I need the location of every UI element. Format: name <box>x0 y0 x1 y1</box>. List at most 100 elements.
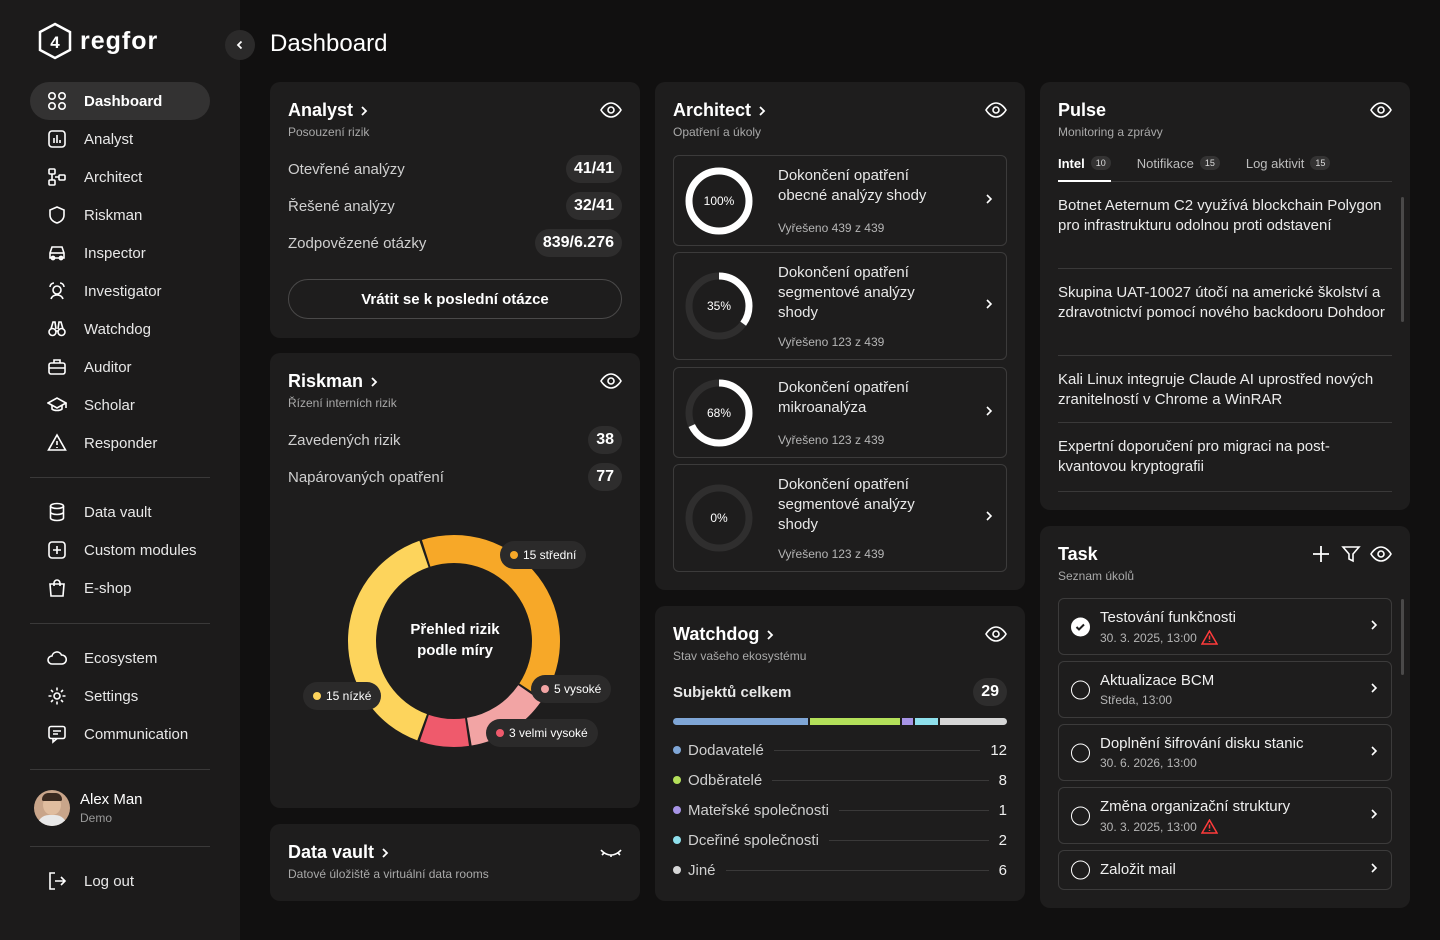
measure-progress-item[interactable]: 68% Dokončení opatření mikroanalýza Vyřeše… <box>673 367 1007 458</box>
eye-closed-icon[interactable] <box>600 844 622 860</box>
tab-notifications[interactable]: Notifikace 15 <box>1137 156 1220 181</box>
scrollbar[interactable] <box>1401 599 1404 675</box>
sidebar-item-inspector[interactable]: Inspector <box>30 234 210 272</box>
data-vault-title: Data vault <box>288 842 375 862</box>
user-profile[interactable]: Alex Man Demo <box>34 790 143 826</box>
news-item[interactable]: Skupina UAT-10027 útočí na americké škol… <box>1058 283 1392 356</box>
task-title: Změna organizační struktury <box>1100 798 1291 815</box>
progress-ring-fill <box>685 167 753 234</box>
donut-center-label: Přehled rizik podle míry <box>380 619 530 661</box>
donut-segment[interactable] <box>466 685 542 746</box>
watchdog-bar-segment <box>939 718 1007 725</box>
task-checkbox[interactable] <box>1071 806 1090 825</box>
watchdog-bar-segment <box>915 718 938 725</box>
sidebar-item-riskman[interactable]: Riskman <box>30 196 210 234</box>
watchdog-stacked-bar <box>673 718 1007 725</box>
task-item[interactable]: Založit mail <box>1058 850 1392 890</box>
watchdog-total-label: Subjektů celkem <box>673 683 792 701</box>
sidebar-item-settings[interactable]: Settings <box>30 677 210 715</box>
architect-title-link[interactable]: Architect <box>673 100 767 121</box>
sidebar-item-auditor[interactable]: Auditor <box>30 348 210 386</box>
architect-subtitle: Opatření a úkoly <box>673 125 762 139</box>
task-checkbox[interactable] <box>1071 743 1090 762</box>
task-checkbox[interactable] <box>1071 680 1090 699</box>
donut-center-line: Přehled rizik <box>410 621 500 638</box>
sidebar-item-ecosystem[interactable]: Ecosystem <box>30 639 210 677</box>
divider <box>30 477 210 478</box>
scrollbar[interactable] <box>1401 197 1404 322</box>
task-title: Aktualizace BCM <box>1100 672 1215 689</box>
tab-count-badge: 15 <box>1310 156 1331 170</box>
sidebar-item-label: Investigator <box>84 282 162 300</box>
tab-intel[interactable]: Intel 10 <box>1058 156 1111 182</box>
sidebar-item-scholar[interactable]: Scholar <box>30 386 210 424</box>
analyst-title-link[interactable]: Analyst <box>288 100 369 121</box>
donut-segment[interactable] <box>419 714 470 747</box>
eye-icon[interactable] <box>1370 546 1392 562</box>
sidebar-item-label: Architect <box>84 168 143 186</box>
plus-icon[interactable] <box>1312 545 1330 563</box>
legend-dot <box>673 866 681 874</box>
tab-activity-log[interactable]: Log aktivit 15 <box>1246 156 1331 181</box>
progress-ring: 68% <box>685 379 753 446</box>
logo[interactable]: 4 regfor <box>36 22 158 60</box>
watchdog-total-value: 29 <box>973 678 1007 706</box>
eye-icon[interactable] <box>985 102 1007 118</box>
data-vault-title-link[interactable]: Data vault <box>288 842 390 863</box>
task-item[interactable]: Doplnění šifrování disku stanic 30. 6. 20… <box>1058 724 1392 781</box>
risk-chip-label: 3 velmi vysoké <box>509 726 588 740</box>
task-item[interactable]: Testování funkčnosti 30. 3. 2025, 13:00 <box>1058 598 1392 655</box>
collapse-sidebar-button[interactable] <box>225 30 255 60</box>
measure-title: Dokončení opatření segmentové analýzy sh… <box>778 476 915 533</box>
sidebar-item-dashboard[interactable]: Dashboard <box>30 82 210 120</box>
logout-button[interactable]: Log out <box>30 862 210 900</box>
sidebar-item-watchdog[interactable]: Watchdog <box>30 310 210 348</box>
filter-icon[interactable] <box>1341 544 1361 564</box>
sidebar-item-label: Scholar <box>84 396 135 414</box>
analyst-subtitle: Posouzení rizik <box>288 125 370 139</box>
watchdog-row: Jiné 6 <box>673 860 1007 880</box>
pulse-subtitle: Monitoring a zprávy <box>1058 125 1163 139</box>
sidebar-item-label: Communication <box>84 725 189 743</box>
watchdog-row-label: Dodavatelé <box>688 741 764 759</box>
sidebar-item-responder[interactable]: Responder <box>30 424 210 462</box>
task-checkbox-checked[interactable] <box>1071 617 1090 636</box>
task-item[interactable]: Aktualizace BCM Středa, 13:00 <box>1058 661 1392 718</box>
task-date: 30. 3. 2025, 13:00 <box>1100 819 1197 834</box>
task-item[interactable]: Změna organizační struktury 30. 3. 2025, … <box>1058 787 1392 844</box>
riskman-title-link[interactable]: Riskman <box>288 371 379 392</box>
watchdog-card: Watchdog Stav vašeho ekosystému Subjektů… <box>655 606 1025 901</box>
logout-icon <box>46 870 68 892</box>
sidebar-item-custom-modules[interactable]: Custom modules <box>30 531 210 569</box>
eye-icon[interactable] <box>985 626 1007 642</box>
donut-segment[interactable] <box>421 535 560 699</box>
measure-progress-item[interactable]: 100% Dokončení opatření obecné analýzy sh… <box>673 155 1007 246</box>
pulse-title: Pulse <box>1058 100 1107 120</box>
watchdog-row-value: 1 <box>998 801 1007 819</box>
news-item[interactable]: Botnet Aeternum C2 využívá blockchain Po… <box>1058 196 1392 269</box>
sidebar-item-data-vault[interactable]: Data vault <box>30 493 210 531</box>
eye-icon[interactable] <box>600 102 622 118</box>
news-item[interactable]: Expertní doporučení pro migraci na post-… <box>1058 437 1392 492</box>
eye-icon[interactable] <box>1370 102 1392 118</box>
task-checkbox[interactable] <box>1071 860 1090 880</box>
tab-label: Log aktivit <box>1245 156 1305 171</box>
sidebar-item-analyst[interactable]: Analyst <box>30 120 210 158</box>
tab-label: Notifikace <box>1136 156 1194 171</box>
divider <box>30 846 210 847</box>
sidebar-item-architect[interactable]: Architect <box>30 158 210 196</box>
news-item[interactable]: Kali Linux integruje Claude AI uprostřed… <box>1058 370 1392 423</box>
tab-count-badge: 10 <box>1090 156 1111 170</box>
eye-icon[interactable] <box>600 373 622 389</box>
watchdog-title-link[interactable]: Watchdog <box>673 624 775 645</box>
sidebar-item-e-shop[interactable]: E-shop <box>30 569 210 607</box>
message-icon <box>46 723 68 745</box>
sidebar-item-communication[interactable]: Communication <box>30 715 210 753</box>
sidebar-item-investigator[interactable]: Investigator <box>30 272 210 310</box>
return-to-last-question-button[interactable]: Vrátit se k poslední otázce <box>288 279 622 319</box>
watchdog-bar-segment <box>673 718 808 725</box>
sidebar: 4 regfor Dashboard Analyst Architect Riskma… <box>0 0 240 940</box>
measure-progress-item[interactable]: 0% Dokončení opatření segmentové analýzy … <box>673 464 1007 572</box>
measure-progress-item[interactable]: 35% Dokončení opatření segmentové analýzy… <box>673 252 1007 360</box>
progress-ring: 100% <box>685 167 753 234</box>
